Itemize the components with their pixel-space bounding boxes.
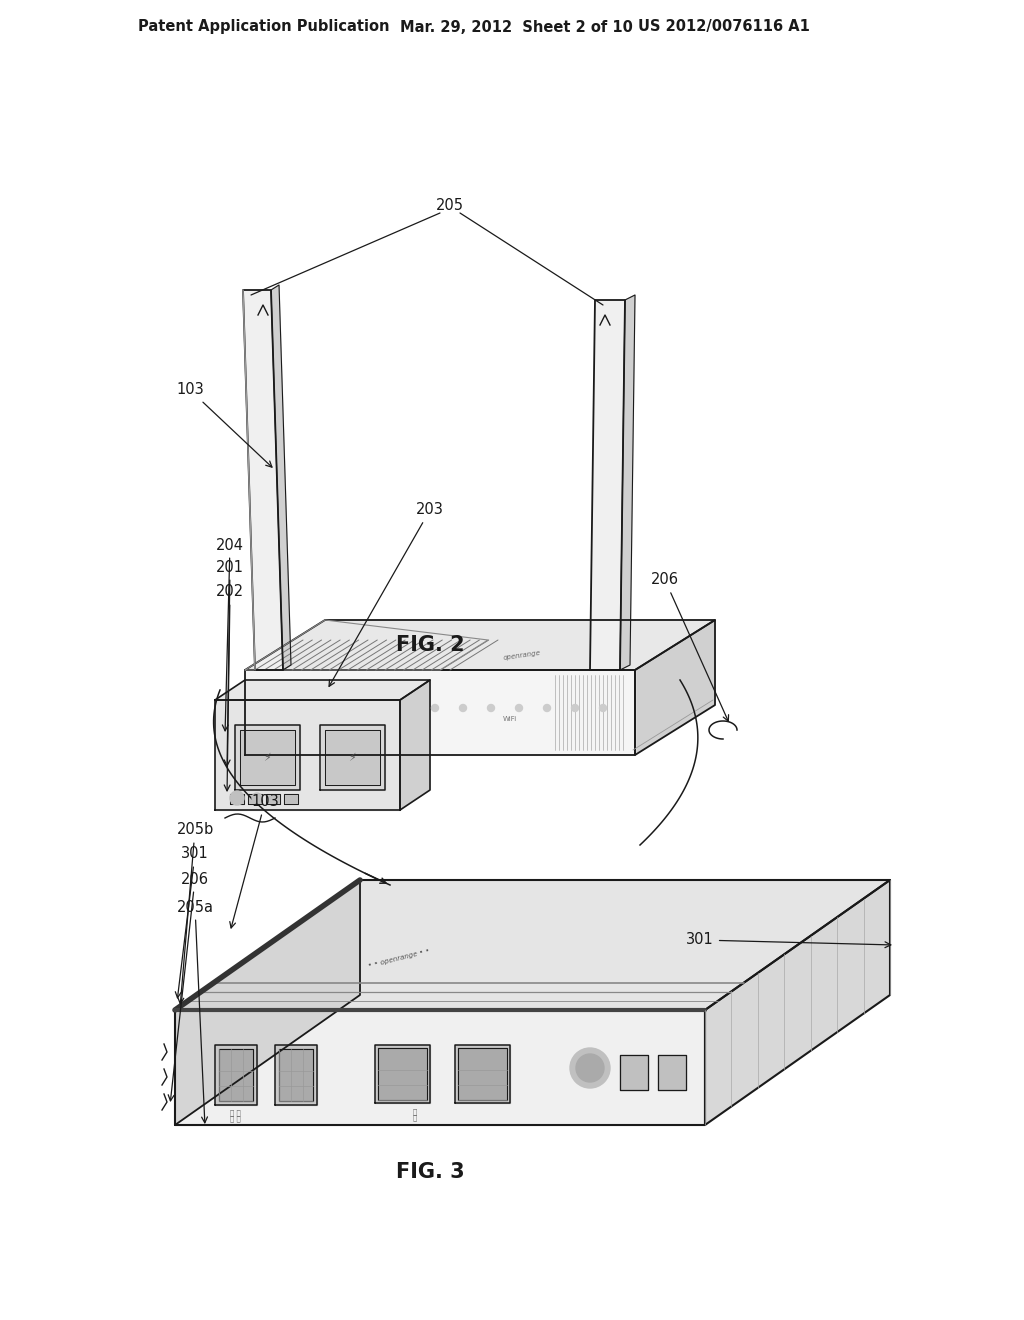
Polygon shape	[279, 1049, 313, 1101]
Circle shape	[487, 705, 495, 711]
Polygon shape	[245, 671, 635, 755]
Text: 205a: 205a	[176, 899, 213, 1123]
Polygon shape	[705, 880, 890, 1125]
Text: 205b: 205b	[176, 822, 214, 1003]
Polygon shape	[400, 680, 430, 810]
Polygon shape	[240, 730, 295, 785]
Text: ⓑ: ⓑ	[413, 1114, 417, 1121]
Text: 301: 301	[686, 932, 891, 948]
Polygon shape	[658, 1055, 686, 1090]
Circle shape	[252, 793, 262, 803]
Polygon shape	[271, 285, 291, 671]
Text: WiFi: WiFi	[503, 715, 517, 722]
Text: ⓐ: ⓐ	[413, 1107, 417, 1114]
Polygon shape	[319, 725, 385, 789]
Text: 103: 103	[176, 383, 272, 467]
Polygon shape	[248, 795, 262, 804]
Text: Patent Application Publication: Patent Application Publication	[138, 20, 389, 34]
Polygon shape	[234, 725, 300, 789]
Polygon shape	[219, 1049, 253, 1101]
Text: 204: 204	[216, 537, 244, 731]
Polygon shape	[230, 795, 244, 804]
Text: FIG. 3: FIG. 3	[395, 1162, 464, 1181]
Circle shape	[544, 705, 551, 711]
Text: • • openrange • •: • • openrange • •	[368, 948, 430, 969]
Polygon shape	[215, 1045, 257, 1105]
Polygon shape	[175, 880, 360, 1125]
Text: ⓒ ⓓ: ⓒ ⓓ	[229, 1115, 241, 1122]
Text: 206: 206	[168, 871, 209, 1101]
Circle shape	[230, 791, 244, 805]
Text: 203: 203	[329, 503, 444, 686]
Polygon shape	[266, 795, 280, 804]
Polygon shape	[215, 700, 400, 810]
Polygon shape	[455, 1045, 510, 1104]
Circle shape	[571, 705, 579, 711]
Circle shape	[570, 1048, 610, 1088]
Polygon shape	[275, 1045, 317, 1105]
Text: 103: 103	[229, 795, 279, 928]
Polygon shape	[635, 620, 715, 755]
Polygon shape	[590, 300, 625, 671]
Polygon shape	[284, 795, 298, 804]
Polygon shape	[378, 1048, 427, 1100]
Text: US 2012/0076116 A1: US 2012/0076116 A1	[638, 20, 810, 34]
Circle shape	[515, 705, 522, 711]
Polygon shape	[620, 1055, 648, 1090]
Text: 206: 206	[651, 573, 728, 721]
Text: 202: 202	[216, 585, 244, 791]
Text: Mar. 29, 2012  Sheet 2 of 10: Mar. 29, 2012 Sheet 2 of 10	[400, 20, 633, 34]
Text: openrange: openrange	[504, 649, 542, 660]
Polygon shape	[175, 880, 890, 1010]
Polygon shape	[458, 1048, 507, 1100]
Circle shape	[431, 705, 438, 711]
Circle shape	[460, 705, 467, 711]
Polygon shape	[243, 290, 283, 671]
Text: ⓐ ⓑ: ⓐ ⓑ	[229, 1110, 241, 1117]
Text: ⚡: ⚡	[348, 752, 356, 763]
Text: 205: 205	[436, 198, 464, 213]
Circle shape	[575, 1053, 604, 1082]
Text: FIG. 2: FIG. 2	[395, 635, 464, 655]
Polygon shape	[375, 1045, 430, 1104]
Circle shape	[599, 705, 606, 711]
Polygon shape	[620, 294, 635, 671]
Polygon shape	[175, 1010, 705, 1125]
Polygon shape	[325, 730, 380, 785]
Text: 201: 201	[216, 560, 244, 766]
Polygon shape	[215, 680, 430, 700]
Text: ⚡: ⚡	[263, 752, 271, 763]
Text: 301: 301	[175, 846, 209, 998]
Polygon shape	[245, 620, 715, 671]
